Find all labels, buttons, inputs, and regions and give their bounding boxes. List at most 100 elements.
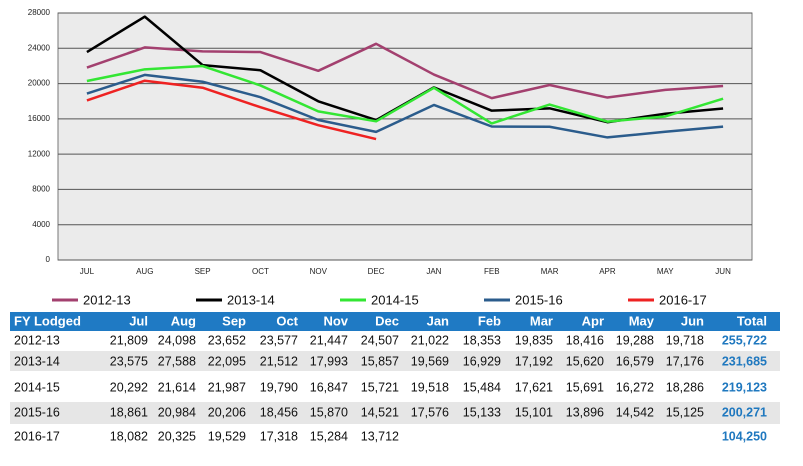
x-tick-label: AUG	[136, 267, 153, 276]
row-label: 2016-17	[14, 429, 60, 443]
row-label: 2015-16	[14, 405, 60, 419]
table-cell: 13,896	[566, 405, 604, 419]
row-total: 104,250	[722, 429, 767, 443]
y-tick-label: 12000	[28, 149, 51, 158]
table-cell: 15,484	[463, 380, 501, 394]
table-row-bg	[10, 351, 780, 371]
table-header-cell: Feb	[478, 313, 501, 328]
x-tick-label: JAN	[426, 267, 441, 276]
table-header-cell: Nov	[323, 313, 348, 328]
table-header-cell: Aug	[171, 313, 196, 328]
table-cell: 13,712	[361, 429, 399, 443]
series-line	[86, 79, 377, 141]
x-tick-label: MAY	[657, 267, 674, 276]
table-header-bg	[10, 312, 780, 331]
table-cell: 17,318	[260, 429, 298, 443]
table-cell: 17,576	[411, 405, 449, 419]
legend-label: 2012-13	[83, 292, 131, 307]
table-header-cell: Apr	[582, 313, 604, 328]
table-cell: 22,095	[208, 354, 246, 368]
row-total: 200,271	[722, 405, 767, 419]
table-cell: 19,835	[515, 333, 553, 347]
table-cell: 15,857	[361, 354, 399, 368]
table-cell: 23,577	[260, 333, 298, 347]
table-cell: 24,098	[158, 333, 196, 347]
table-row-bg	[10, 375, 780, 400]
table-cell: 18,082	[110, 429, 148, 443]
legend-label: 2015-16	[515, 292, 563, 307]
table-cell: 27,588	[158, 354, 196, 368]
table-header-cell: FY Lodged	[14, 313, 81, 328]
table-cell: 21,987	[208, 380, 246, 394]
legend-label: 2014-15	[371, 292, 419, 307]
legend-label: 2013-14	[227, 292, 275, 307]
table-cell: 19,518	[411, 380, 449, 394]
table-cell: 19,790	[260, 380, 298, 394]
table-cell: 15,691	[566, 380, 604, 394]
table-cell: 16,272	[616, 380, 654, 394]
x-tick-label: DEC	[368, 267, 385, 276]
table-header-cell: Total	[737, 313, 767, 328]
table-cell: 21,809	[110, 333, 148, 347]
table-cell: 16,579	[616, 354, 654, 368]
table-cell: 18,456	[260, 405, 298, 419]
x-tick-label: FEB	[484, 267, 500, 276]
row-label: 2012-13	[14, 333, 60, 347]
table-header-cell: Jul	[129, 313, 148, 328]
table-cell: 19,529	[208, 429, 246, 443]
table-cell: 23,652	[208, 333, 246, 347]
y-tick-label: 8000	[32, 185, 50, 194]
table-cell: 17,621	[515, 380, 553, 394]
table-cell: 17,993	[310, 354, 348, 368]
table-cell: 21,022	[411, 333, 449, 347]
legend-label: 2016-17	[659, 292, 707, 307]
table-cell: 16,929	[463, 354, 501, 368]
table-cell: 24,507	[361, 333, 399, 347]
row-label: 2014-15	[14, 380, 60, 394]
plot-area	[57, 12, 753, 261]
table-cell: 18,286	[666, 380, 704, 394]
series-line	[86, 73, 724, 139]
table-cell: 21,447	[310, 333, 348, 347]
table-header-cell: Sep	[222, 313, 246, 328]
series-line	[86, 42, 724, 100]
table-cell: 21,512	[260, 354, 298, 368]
table-header-cell: Mar	[530, 313, 553, 328]
table-header-cell: Oct	[276, 313, 298, 328]
row-label: 2013-14	[14, 354, 60, 368]
table-cell: 18,416	[566, 333, 604, 347]
table-row-bg	[10, 332, 780, 351]
table-header-cell: May	[629, 313, 655, 328]
y-tick-label: 16000	[28, 114, 51, 123]
table-cell: 20,292	[110, 380, 148, 394]
table-cell: 15,133	[463, 405, 501, 419]
y-tick-label: 4000	[32, 220, 50, 229]
table-header-cell: Jun	[681, 313, 704, 328]
table-cell: 15,125	[666, 405, 704, 419]
y-tick-label: 20000	[28, 79, 51, 88]
y-tick-label: 24000	[28, 43, 51, 52]
table-cell: 20,984	[158, 405, 196, 419]
y-tick-label: 28000	[28, 8, 51, 17]
table-cell: 15,284	[310, 429, 348, 443]
table-row-bg	[10, 402, 780, 424]
x-tick-label: MAR	[541, 267, 559, 276]
table-cell: 16,847	[310, 380, 348, 394]
table-cell: 19,288	[616, 333, 654, 347]
table-cell: 19,569	[411, 354, 449, 368]
x-tick-label: OCT	[252, 267, 269, 276]
table-cell: 17,176	[666, 354, 704, 368]
table-cell: 15,620	[566, 354, 604, 368]
y-tick-label: 0	[46, 255, 51, 264]
x-tick-label: JUN	[715, 267, 731, 276]
table-cell: 17,192	[515, 354, 553, 368]
table-cell: 15,721	[361, 380, 399, 394]
table-cell: 23,575	[110, 354, 148, 368]
series-line	[86, 64, 724, 125]
row-total: 219,123	[722, 380, 767, 394]
table-cell: 18,353	[463, 333, 501, 347]
row-total: 255,722	[722, 333, 767, 347]
row-total: 231,685	[722, 354, 767, 368]
table-cell: 20,206	[208, 405, 246, 419]
